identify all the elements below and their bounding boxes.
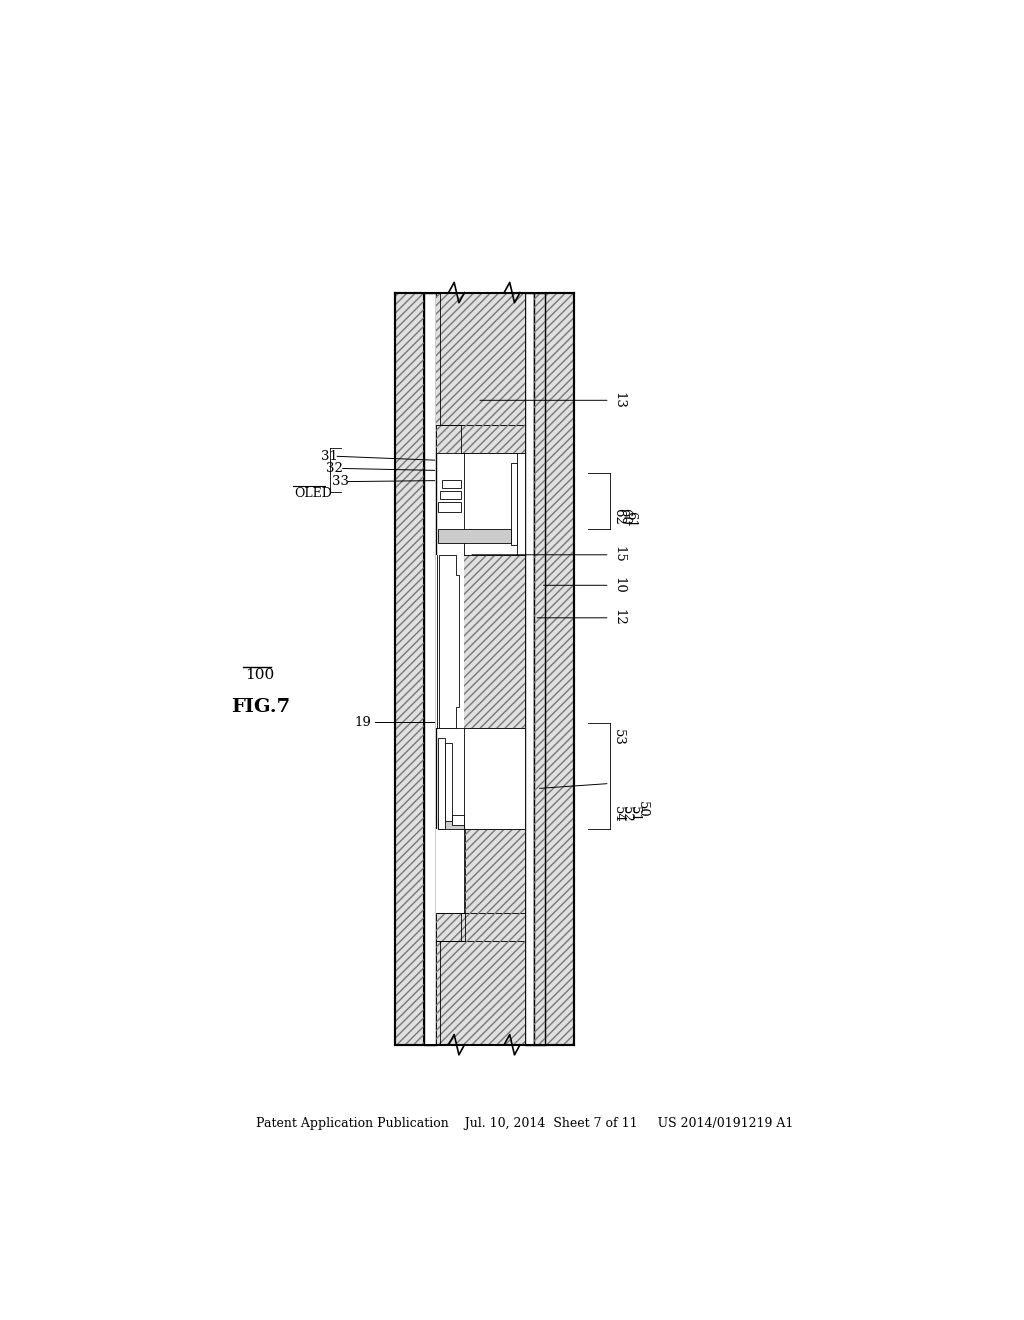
Polygon shape (524, 293, 535, 1044)
Text: 61: 61 (624, 511, 637, 528)
Text: Patent Application Publication    Jul. 10, 2014  Sheet 7 of 11     US 2014/01912: Patent Application Publication Jul. 10, … (256, 1118, 794, 1130)
Polygon shape (465, 453, 524, 554)
Text: 100: 100 (246, 668, 274, 681)
Text: 51: 51 (628, 805, 641, 822)
Text: 54: 54 (612, 805, 625, 822)
Polygon shape (424, 293, 436, 1044)
Polygon shape (445, 743, 452, 821)
Polygon shape (437, 502, 461, 512)
Polygon shape (436, 941, 524, 1044)
Polygon shape (437, 529, 511, 543)
Polygon shape (437, 738, 445, 829)
Polygon shape (440, 491, 461, 499)
Text: 10: 10 (612, 577, 625, 594)
Text: FIG.7: FIG.7 (231, 698, 290, 717)
Polygon shape (517, 453, 524, 554)
Text: 33: 33 (332, 475, 349, 488)
Text: 52: 52 (620, 805, 633, 822)
Polygon shape (464, 453, 524, 554)
Text: 53: 53 (612, 730, 625, 746)
Polygon shape (535, 293, 545, 1044)
Polygon shape (436, 554, 524, 727)
Text: 15: 15 (612, 546, 625, 564)
Text: 12: 12 (612, 610, 625, 626)
Polygon shape (545, 293, 574, 1044)
Polygon shape (436, 425, 524, 453)
Polygon shape (436, 829, 465, 912)
Polygon shape (465, 727, 524, 829)
Text: OLED: OLED (295, 487, 333, 500)
Text: 60: 60 (617, 508, 631, 524)
Text: 62: 62 (612, 508, 625, 524)
Text: 31: 31 (321, 450, 338, 463)
Polygon shape (439, 554, 459, 727)
Polygon shape (465, 829, 524, 912)
Text: 13: 13 (612, 392, 625, 409)
Polygon shape (436, 297, 524, 425)
Polygon shape (436, 912, 524, 941)
Polygon shape (511, 463, 517, 545)
Polygon shape (437, 818, 464, 829)
Polygon shape (394, 293, 424, 1044)
Text: 32: 32 (327, 462, 343, 475)
Text: 19: 19 (354, 715, 371, 729)
Text: 50: 50 (636, 800, 649, 817)
Polygon shape (442, 479, 461, 487)
Polygon shape (436, 293, 524, 425)
Polygon shape (464, 727, 524, 829)
Polygon shape (436, 554, 464, 727)
Polygon shape (452, 814, 464, 825)
